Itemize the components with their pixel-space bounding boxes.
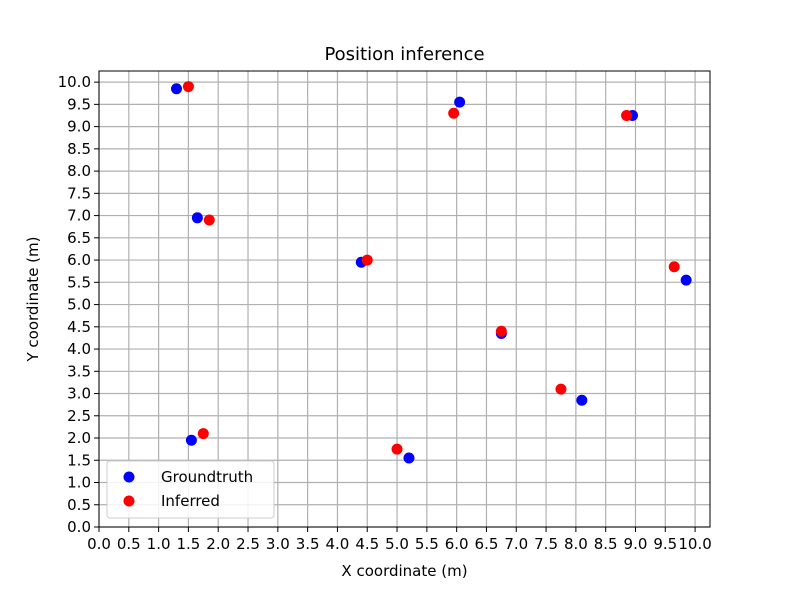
groundtruth-point: [185, 434, 197, 446]
y-tick-label: 4.0: [67, 340, 91, 358]
groundtruth-point: [191, 212, 203, 224]
plot-area-frame: [98, 70, 711, 528]
y-tick-label: 10.0: [58, 73, 91, 91]
x-tick-label: 1.0: [147, 535, 171, 553]
x-tick-label: 10.0: [678, 535, 711, 553]
y-tick-label: 3.5: [67, 362, 91, 380]
x-tick-label: 3.0: [266, 535, 290, 553]
x-tick-label: 7.0: [504, 535, 528, 553]
legend: Groundtruth Inferred: [106, 460, 275, 519]
inferred-point: [555, 383, 567, 395]
x-tick-label: 1.5: [176, 535, 200, 553]
x-tick-label: 2.0: [206, 535, 230, 553]
series-inferred: [182, 81, 680, 455]
data-points: [170, 81, 692, 464]
x-tick-label: 2.5: [236, 535, 260, 553]
legend-marker-groundtruth: [123, 471, 135, 483]
y-tick-label: 7.5: [67, 184, 91, 202]
inferred-point: [391, 443, 403, 455]
legend-label-inferred: Inferred: [161, 492, 220, 510]
x-axis-label: X coordinate (m): [341, 562, 467, 580]
y-tick-label: 2.5: [67, 407, 91, 425]
legend-box: [106, 460, 275, 519]
inferred-point: [361, 254, 373, 266]
y-tick-label: 8.5: [67, 140, 91, 158]
x-tick-label: 3.5: [296, 535, 320, 553]
x-tick-label: 5.0: [385, 535, 409, 553]
y-tick-label: 0.5: [67, 496, 91, 514]
y-tick-label: 6.0: [67, 251, 91, 269]
inferred-point: [182, 81, 194, 93]
inferred-point: [668, 261, 680, 273]
inferred-point: [203, 214, 215, 226]
y-tick-label: 9.0: [67, 118, 91, 136]
y-tick-label: 9.5: [67, 95, 91, 113]
x-tick-label: 5.5: [415, 535, 439, 553]
x-tick-label: 4.0: [326, 535, 350, 553]
groundtruth-point: [576, 394, 588, 406]
inferred-point: [197, 428, 209, 440]
x-tick-label: 6.0: [445, 535, 469, 553]
axis-ticks: 0.0 0.5 1.0 1.5 2.0 2.5 3.0 3.5 4.0 4.5 5.0 5.5 6.0 6…: [58, 73, 712, 553]
x-tick-label: 8.0: [564, 535, 588, 553]
groundtruth-point: [170, 83, 182, 95]
x-tick-label: 9.5: [653, 535, 677, 553]
y-tick-label: 2.0: [67, 429, 91, 447]
y-tick-label: 0.0: [67, 518, 91, 536]
y-tick-label: 1.0: [67, 474, 91, 492]
x-tick-label: 4.5: [355, 535, 379, 553]
legend-label-groundtruth: Groundtruth: [161, 468, 253, 486]
x-tick-label: 6.5: [475, 535, 499, 553]
x-tick-label: 9.0: [624, 535, 648, 553]
x-tick-label: 7.5: [534, 535, 558, 553]
y-tick-label: 8.0: [67, 162, 91, 180]
y-tick-label: 5.0: [67, 296, 91, 314]
y-tick-label: 3.0: [67, 385, 91, 403]
inferred-point: [495, 325, 507, 337]
x-tick-label: 0.5: [117, 535, 141, 553]
y-axis-label: Y coordinate (m): [24, 236, 42, 362]
x-tick-label: 0.0: [87, 535, 111, 553]
y-tick-label: 1.5: [67, 451, 91, 469]
y-tick-label: 6.5: [67, 229, 91, 247]
y-tick-label: 4.5: [67, 318, 91, 336]
x-tick-label: 8.5: [594, 535, 618, 553]
legend-marker-inferred: [123, 495, 135, 507]
groundtruth-point: [454, 96, 466, 108]
inferred-point: [448, 107, 460, 119]
groundtruth-point: [403, 452, 415, 464]
inferred-point: [621, 109, 633, 121]
groundtruth-point: [680, 274, 692, 286]
chart-title: Position inference: [324, 44, 484, 65]
y-tick-label: 7.0: [67, 207, 91, 225]
y-tick-label: 5.5: [67, 273, 91, 291]
